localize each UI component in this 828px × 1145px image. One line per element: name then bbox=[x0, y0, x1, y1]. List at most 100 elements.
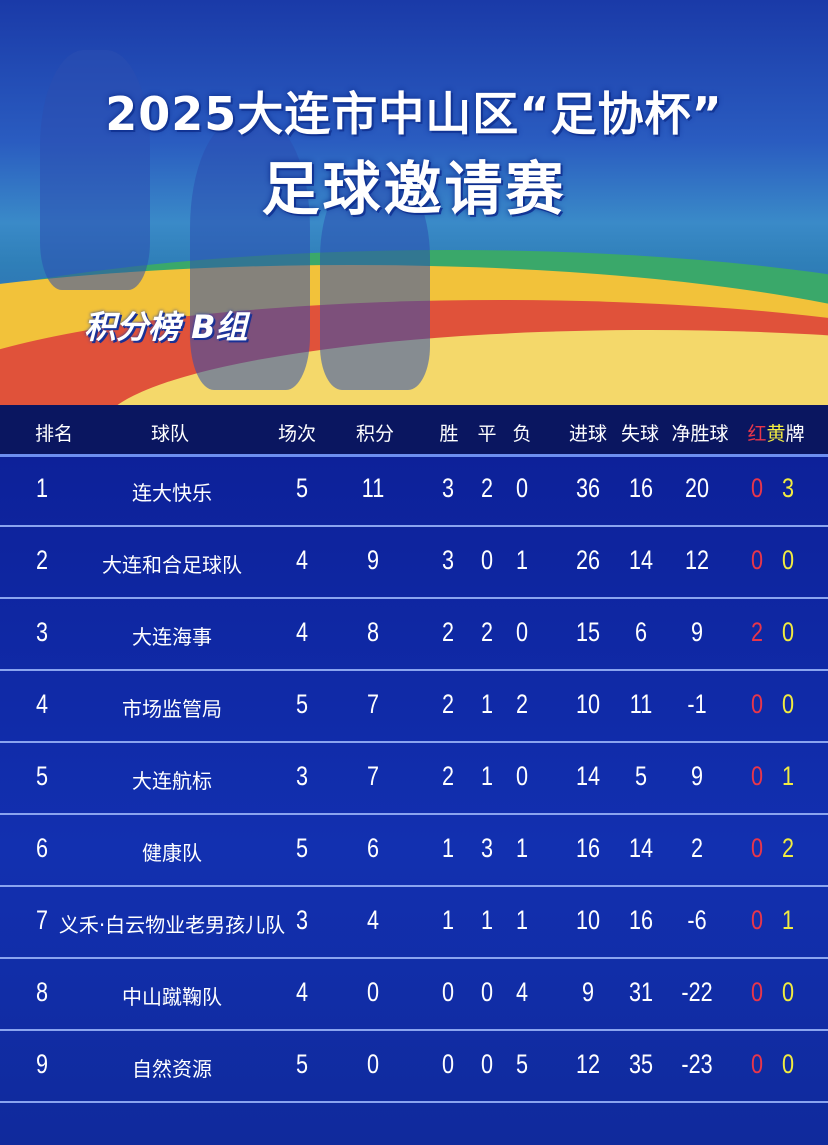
cell-gf: 12 bbox=[575, 1049, 601, 1079]
cell-rank: 9 bbox=[35, 1049, 49, 1079]
cell-played: 4 bbox=[295, 545, 309, 575]
cell-red: 0 bbox=[750, 545, 764, 575]
cell-ga: 16 bbox=[628, 905, 654, 935]
table-row: 8 中山蹴鞠队 4 0 0 0 4 9 31 -22 0 0 bbox=[0, 959, 828, 1031]
header-rank: 排名 bbox=[34, 423, 74, 445]
cell-gd: 2 bbox=[690, 833, 704, 863]
cell-points: 11 bbox=[361, 473, 385, 503]
cell-team: 健康队 bbox=[142, 841, 202, 865]
header-card: 牌 bbox=[785, 423, 805, 445]
cell-draw: 2 bbox=[480, 473, 494, 503]
cell-draw: 1 bbox=[480, 905, 494, 935]
cell-red: 0 bbox=[750, 905, 764, 935]
cell-team: 大连航标 bbox=[132, 769, 212, 793]
cell-win: 3 bbox=[441, 545, 455, 575]
cell-team: 义禾·白云物业老男孩儿队 bbox=[58, 913, 286, 937]
cell-ga: 11 bbox=[629, 689, 653, 719]
cell-yellow: 1 bbox=[781, 761, 795, 791]
cell-played: 4 bbox=[295, 617, 309, 647]
cell-win: 1 bbox=[441, 833, 455, 863]
cell-draw: 0 bbox=[480, 977, 494, 1007]
cell-red: 0 bbox=[750, 833, 764, 863]
cell-gf: 9 bbox=[581, 977, 595, 1007]
cell-rank: 5 bbox=[35, 761, 49, 791]
cell-rank: 1 bbox=[35, 473, 49, 503]
table-row: 6 健康队 5 6 1 3 1 16 14 2 0 2 bbox=[0, 815, 828, 887]
cell-yellow: 0 bbox=[781, 1049, 795, 1079]
cell-gd: -1 bbox=[687, 689, 707, 719]
table-row: 2 大连和合足球队 4 9 3 0 1 26 14 12 0 0 bbox=[0, 527, 828, 599]
cell-rank: 8 bbox=[35, 977, 49, 1007]
cell-points: 6 bbox=[366, 833, 380, 863]
cell-team: 大连和合足球队 bbox=[102, 553, 242, 577]
cell-ga: 6 bbox=[634, 617, 648, 647]
cell-rank: 6 bbox=[35, 833, 49, 863]
cell-points: 7 bbox=[366, 689, 380, 719]
cell-win: 0 bbox=[441, 1049, 455, 1079]
cell-team: 连大快乐 bbox=[132, 481, 212, 505]
header-goals-against: 失球 bbox=[620, 423, 660, 445]
header-goal-diff: 净胜球 bbox=[671, 423, 729, 445]
cell-gf: 36 bbox=[575, 473, 601, 503]
header-win: 胜 bbox=[439, 423, 459, 445]
cell-rank: 2 bbox=[35, 545, 49, 575]
cell-ga: 14 bbox=[628, 833, 654, 863]
cell-points: 0 bbox=[366, 1049, 380, 1079]
cell-rank: 3 bbox=[35, 617, 49, 647]
cell-points: 7 bbox=[366, 761, 380, 791]
cell-win: 2 bbox=[441, 689, 455, 719]
cell-loss: 1 bbox=[515, 833, 529, 863]
group-label: 积分榜 B组 bbox=[84, 308, 248, 346]
cell-ga: 31 bbox=[628, 977, 654, 1007]
cell-points: 8 bbox=[366, 617, 380, 647]
cell-team: 自然资源 bbox=[132, 1057, 212, 1081]
cell-draw: 1 bbox=[480, 689, 494, 719]
header-cards: 红黄牌 bbox=[747, 419, 804, 446]
header-team: 球队 bbox=[150, 423, 190, 445]
cell-gf: 15 bbox=[575, 617, 601, 647]
cell-win: 0 bbox=[441, 977, 455, 1007]
header-goals-for: 进球 bbox=[568, 423, 608, 445]
cell-yellow: 3 bbox=[781, 473, 795, 503]
cell-team: 市场监管局 bbox=[122, 697, 222, 721]
cell-rank: 4 bbox=[35, 689, 49, 719]
cell-points: 0 bbox=[366, 977, 380, 1007]
cell-yellow: 2 bbox=[781, 833, 795, 863]
cell-win: 2 bbox=[441, 617, 455, 647]
cell-ga: 5 bbox=[634, 761, 648, 791]
cell-loss: 5 bbox=[515, 1049, 529, 1079]
cell-yellow: 0 bbox=[781, 617, 795, 647]
title-line-2: 足球邀请赛 bbox=[261, 155, 567, 223]
table-row: 3 大连海事 4 8 2 2 0 15 6 9 2 0 bbox=[0, 599, 828, 671]
cell-red: 0 bbox=[750, 977, 764, 1007]
cell-loss: 1 bbox=[515, 905, 529, 935]
cell-played: 3 bbox=[295, 761, 309, 791]
cell-loss: 4 bbox=[515, 977, 529, 1007]
cell-draw: 0 bbox=[480, 1049, 494, 1079]
cell-draw: 3 bbox=[480, 833, 494, 863]
cell-gd: 9 bbox=[690, 617, 704, 647]
cell-draw: 1 bbox=[480, 761, 494, 791]
cell-red: 0 bbox=[750, 761, 764, 791]
cell-draw: 0 bbox=[480, 545, 494, 575]
cell-ga: 35 bbox=[628, 1049, 654, 1079]
player-silhouette bbox=[320, 170, 430, 390]
cell-yellow: 1 bbox=[781, 905, 795, 935]
cell-loss: 2 bbox=[515, 689, 529, 719]
player-silhouette bbox=[40, 50, 150, 290]
cell-win: 1 bbox=[441, 905, 455, 935]
cell-team: 大连海事 bbox=[132, 625, 212, 649]
cell-red: 0 bbox=[750, 473, 764, 503]
table-row: 9 自然资源 5 0 0 0 5 12 35 -23 0 0 bbox=[0, 1031, 828, 1103]
cell-red: 0 bbox=[750, 1049, 764, 1079]
table-row: 5 大连航标 3 7 2 1 0 14 5 9 0 1 bbox=[0, 743, 828, 815]
cell-ga: 14 bbox=[628, 545, 654, 575]
cell-loss: 0 bbox=[515, 473, 529, 503]
header-draw: 平 bbox=[477, 423, 497, 445]
header-points: 积分 bbox=[355, 423, 395, 445]
cell-played: 4 bbox=[295, 977, 309, 1007]
table-row: 1 连大快乐 5 11 3 2 0 36 16 20 0 3 bbox=[0, 455, 828, 527]
title-line-1: 2025大连市中山区“足协杯” bbox=[105, 87, 723, 141]
cell-red: 2 bbox=[750, 617, 764, 647]
cell-played: 3 bbox=[295, 905, 309, 935]
